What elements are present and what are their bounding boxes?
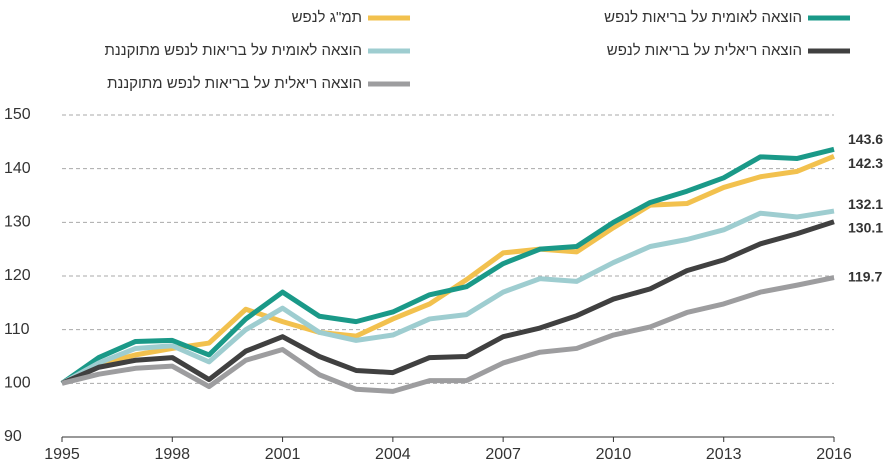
y-tick-label: 90 [4, 428, 22, 445]
legend-label: הוצאה לאומית על בריאות לנפש מתוקננת [105, 42, 362, 59]
y-tick-label: 150 [4, 106, 31, 123]
y-tick-label: 120 [4, 267, 31, 284]
x-tick-label: 2001 [265, 446, 301, 463]
end-label: 119.7 [848, 268, 882, 284]
series-line [60, 208, 835, 386]
end-label: 132.1 [848, 196, 883, 212]
end-label: 142.3 [848, 155, 883, 171]
y-tick-label: 130 [4, 214, 31, 231]
end-label: 130.1 [848, 219, 883, 235]
x-tick-label: 2004 [375, 446, 411, 463]
series-line [60, 146, 835, 386]
legend-label: תמ"ג לנפש [292, 9, 362, 26]
legend-label: הוצאה ריאלית על בריאות לנפש מתוקננת [107, 75, 362, 92]
x-tick-label: 1998 [154, 446, 190, 463]
legend-label: הוצאה ריאלית על בריאות לנפש [607, 42, 802, 59]
x-tick-label: 2013 [706, 446, 742, 463]
series-line [61, 275, 835, 394]
legend-label: הוצאה לאומית על בריאות לנפש [604, 9, 802, 26]
x-tick-label: 2007 [485, 446, 521, 463]
end-label: 143.6 [848, 131, 883, 147]
y-tick-label: 110 [4, 321, 30, 338]
y-tick-label: 140 [4, 160, 31, 177]
x-tick-label: 2016 [816, 446, 852, 463]
x-tick-label: 2010 [596, 446, 632, 463]
series-line [60, 219, 835, 386]
y-tick-label: 100 [4, 375, 31, 392]
x-tick-label: 1995 [44, 446, 80, 463]
